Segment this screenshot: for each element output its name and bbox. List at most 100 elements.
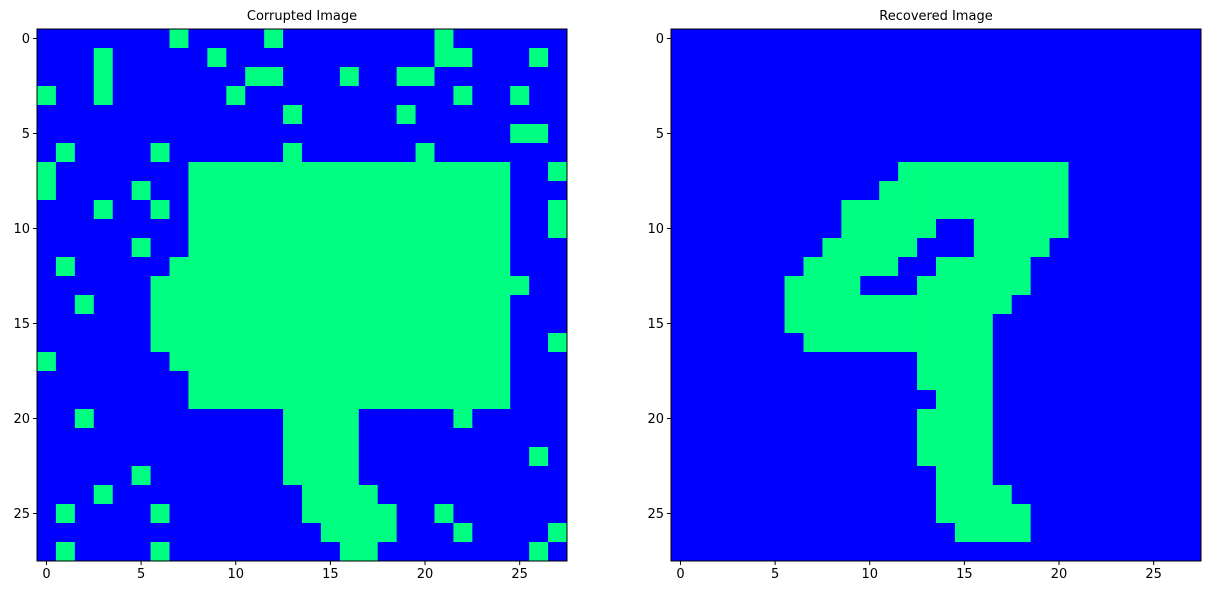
y-tick-label: 15	[647, 317, 664, 332]
heatmap-cell	[529, 352, 549, 372]
heatmap-cell	[765, 352, 785, 372]
heatmap-cell	[434, 238, 454, 258]
heatmap-cell	[283, 371, 303, 391]
heatmap-cell	[727, 143, 748, 163]
heatmap-cell	[973, 276, 994, 296]
heatmap-cell	[1144, 428, 1164, 448]
heatmap-cell	[860, 29, 880, 49]
heatmap-cell	[169, 295, 189, 315]
heatmap-cell	[472, 390, 492, 410]
heatmap-cell	[245, 523, 265, 543]
heatmap-cell	[1030, 371, 1050, 391]
heatmap-cell	[93, 162, 114, 182]
heatmap-cell	[396, 485, 416, 505]
heatmap-cell	[898, 409, 918, 429]
heatmap-cell	[302, 238, 322, 258]
heatmap-cell	[1011, 390, 1032, 410]
heatmap-cell	[917, 409, 937, 429]
heatmap-cell	[1030, 238, 1050, 258]
heatmap-cell	[879, 48, 899, 68]
heatmap-cell	[131, 485, 151, 505]
heatmap-cell	[689, 181, 710, 201]
heatmap-cell	[207, 48, 227, 68]
x-tick-label: 5	[137, 567, 145, 582]
heatmap-cell	[264, 86, 284, 106]
heatmap-cell	[510, 504, 530, 524]
heatmap-cell	[548, 181, 568, 201]
heatmap-cell	[992, 485, 1013, 505]
heatmap-cell	[727, 390, 748, 410]
heatmap-cell	[169, 29, 189, 49]
heatmap-cell	[1182, 29, 1202, 49]
heatmap-cell	[822, 105, 842, 125]
heatmap-cell	[377, 314, 398, 334]
heatmap-cell	[1087, 219, 1107, 239]
heatmap-cell	[188, 390, 208, 410]
heatmap-cell	[708, 447, 729, 467]
heatmap-cell	[188, 86, 208, 106]
x-tick-label: 20	[417, 567, 434, 582]
heatmap-cell	[93, 314, 114, 334]
heatmap-cell	[1087, 447, 1107, 467]
heatmap-cell	[207, 409, 227, 429]
heatmap-cell	[320, 333, 341, 353]
heatmap-cell	[898, 29, 918, 49]
heatmap-cell	[917, 162, 937, 182]
heatmap-cell	[1011, 257, 1032, 277]
heatmap-cell	[491, 523, 511, 543]
heatmap-cell	[803, 504, 823, 524]
heatmap-cell	[55, 314, 76, 334]
heatmap-cell	[510, 276, 530, 296]
heatmap-cell	[1011, 162, 1032, 182]
heatmap-cell	[112, 219, 133, 239]
heatmap-cell	[1030, 409, 1050, 429]
heatmap-cell	[150, 447, 170, 467]
heatmap-cell	[93, 352, 114, 372]
heatmap-cell	[245, 504, 265, 524]
heatmap-cell	[358, 371, 379, 391]
heatmap-cell	[1106, 67, 1126, 87]
heatmap-cell	[746, 181, 767, 201]
heatmap-cell	[708, 390, 729, 410]
y-tick-label: 10	[647, 222, 664, 237]
heatmap-cell	[954, 143, 975, 163]
heatmap-cell	[396, 162, 416, 182]
heatmap-cell	[671, 333, 691, 353]
heatmap-cell	[320, 162, 341, 182]
heatmap-cell	[1144, 371, 1164, 391]
heatmap-cell	[822, 523, 842, 543]
heatmap-cell	[377, 428, 398, 448]
heatmap-cell	[765, 162, 785, 182]
heatmap-cell	[74, 333, 95, 353]
heatmap-cell	[283, 314, 303, 334]
heatmap-cell	[37, 105, 57, 125]
heatmap-cell	[74, 86, 95, 106]
heatmap-cell	[74, 200, 95, 220]
heatmap-cell	[689, 314, 710, 334]
heatmap-cell	[510, 447, 530, 467]
heatmap-cell	[320, 200, 341, 220]
heatmap-cell	[841, 466, 861, 486]
heatmap-cell	[74, 162, 95, 182]
heatmap-cell	[954, 181, 975, 201]
heatmap-cell	[1182, 428, 1202, 448]
heatmap-cell	[784, 314, 804, 334]
heatmap-cell	[1068, 67, 1088, 87]
heatmap-cell	[415, 48, 435, 68]
heatmap-cell	[1163, 181, 1183, 201]
heatmap-cell	[415, 200, 435, 220]
heatmap-cell	[1068, 333, 1088, 353]
heatmap-cell	[283, 48, 303, 68]
heatmap-cell	[1030, 314, 1050, 334]
heatmap-cell	[529, 67, 549, 87]
heatmap-cell	[207, 181, 227, 201]
heatmap-cell	[689, 105, 710, 125]
heatmap-cell	[245, 352, 265, 372]
heatmap-cell	[339, 67, 360, 87]
heatmap-cell	[453, 29, 473, 49]
heatmap-cell	[283, 428, 303, 448]
heatmap-cell	[226, 447, 246, 467]
heatmap-cell	[491, 86, 511, 106]
heatmap-cell	[860, 67, 880, 87]
heatmap-cell	[37, 466, 57, 486]
